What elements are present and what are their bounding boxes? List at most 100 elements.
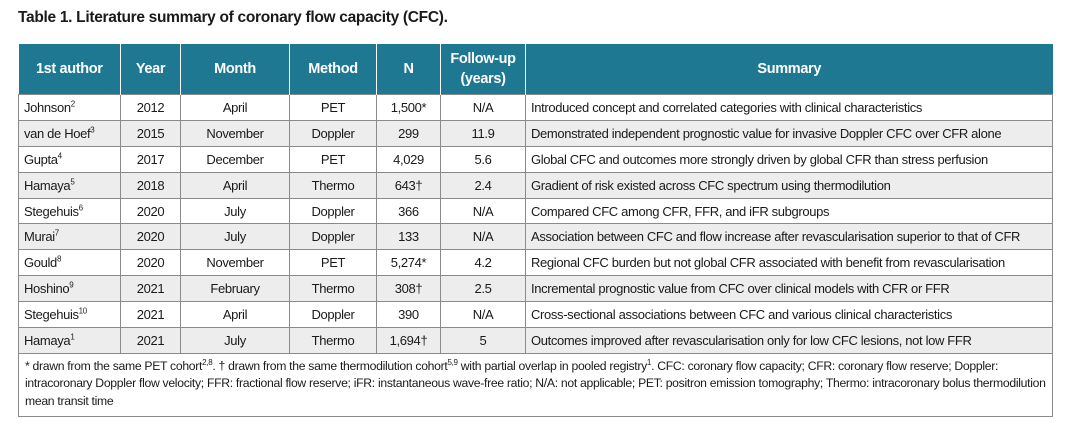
method-cell: Doppler — [289, 301, 377, 329]
summary-cell: Demonstrated independent prognostic valu… — [525, 119, 1053, 147]
header-cell: Follow-up (years) — [440, 44, 526, 95]
table-row: Johnson2 2012 April PET 1,500* N/A Introduced … — [18, 94, 1053, 121]
month-cell: February — [180, 275, 290, 303]
year-cell: 2018 — [120, 171, 181, 199]
table-row: Stegehuis6 2020 July Doppler 366 N/A Compared … — [18, 197, 1053, 225]
year-cell: 2021 — [120, 275, 181, 303]
followup-cell: N/A — [440, 94, 526, 121]
month-cell: December — [180, 145, 290, 173]
followup-cell: 5 — [440, 327, 526, 354]
reference-number: 5 — [70, 177, 75, 187]
author-name: Hamaya — [24, 332, 71, 348]
reference-number: 6 — [78, 203, 83, 213]
footnote-reference: 2,8 — [202, 357, 213, 367]
reference-number: 1 — [70, 332, 75, 342]
reference-number: 10 — [78, 306, 88, 316]
footnote-row: * drawn from the same PET cohort2,8. † d… — [18, 352, 1053, 418]
footnote-reference: 5,9 — [447, 357, 458, 367]
author-cell: Johnson2 — [18, 94, 121, 121]
summary-cell: Regional CFC burden but not global CFR a… — [525, 249, 1053, 277]
table: 1st author Year Month Method N Follow-up (yea… — [18, 44, 1053, 418]
reference-number: 2 — [70, 99, 75, 109]
n-cell: 308† — [376, 275, 441, 303]
n-cell: 1,500* — [376, 94, 441, 121]
year-cell: 2012 — [120, 94, 181, 121]
year-cell: 2021 — [120, 327, 181, 354]
table-row: Gould8 2020 November PET 5,274* 4.2 Regional C… — [18, 249, 1053, 277]
n-cell: 299 — [376, 119, 441, 147]
footnote-text: * drawn from the same PET cohort — [25, 358, 203, 373]
month-cell: April — [180, 301, 290, 329]
method-cell: Thermo — [289, 327, 377, 354]
header-cell: N — [376, 44, 441, 95]
table-row: Gupta4 2017 December PET 4,029 5.6 Global CFC … — [18, 145, 1053, 173]
month-cell: April — [180, 171, 290, 199]
month-cell: July — [180, 197, 290, 225]
method-cell: Doppler — [289, 119, 377, 147]
table-row: Stegehuis10 2021 April Doppler 390 N/A Cross-s… — [18, 301, 1053, 329]
table-row: Hoshino9 2021 February Thermo 308† 2.5 Increme… — [18, 275, 1053, 303]
n-cell: 390 — [376, 301, 441, 329]
month-cell: April — [180, 94, 290, 121]
author-cell: Murai7 — [18, 223, 121, 251]
author-cell: Gupta4 — [18, 145, 121, 173]
author-cell: Stegehuis10 — [18, 301, 121, 329]
year-cell: 2020 — [120, 249, 181, 277]
footnote-reference: 1 — [646, 357, 652, 367]
author-name: Gupta — [24, 151, 58, 167]
author-name: Gould — [24, 255, 57, 271]
method-cell: Thermo — [289, 171, 377, 199]
author-name: Stegehuis — [24, 203, 79, 219]
month-cell: July — [180, 223, 290, 251]
reference-number: 7 — [54, 229, 59, 239]
header-cell: 1st author — [18, 44, 121, 95]
n-cell: 5,274* — [376, 249, 441, 277]
summary-cell: Introduced concept and correlated catego… — [525, 94, 1053, 121]
footnote-cell: * drawn from the same PET cohort2,8. † d… — [18, 352, 1053, 418]
author-cell: Hoshino9 — [18, 275, 121, 303]
followup-cell: 4.2 — [440, 249, 526, 277]
author-cell: van de Hoef3 — [18, 119, 121, 147]
year-cell: 2017 — [120, 145, 181, 173]
summary-cell: Gradient of risk existed across CFC spec… — [525, 171, 1053, 199]
followup-cell: N/A — [440, 223, 526, 251]
header-cell: Year — [120, 44, 181, 95]
author-cell: Gould8 — [18, 249, 121, 277]
footnote-text: . CFC: coronary flow capacity; CFR: coro… — [25, 358, 1046, 408]
author-name: Hoshino — [24, 281, 70, 297]
reference-number: 9 — [69, 280, 74, 290]
summary-cell: Compared CFC among CFR, FFR, and iFR sub… — [525, 197, 1053, 225]
year-cell: 2020 — [120, 197, 181, 225]
summary-cell: Cross-sectional associations between CFC… — [525, 301, 1053, 329]
method-cell: Doppler — [289, 223, 377, 251]
header-row: 1st author Year Month Method N Follow-up (yea… — [18, 44, 1053, 95]
author-name: van de Hoef — [24, 125, 91, 141]
method-cell: Doppler — [289, 197, 377, 225]
n-cell: 1,694† — [376, 327, 441, 354]
n-cell: 133 — [376, 223, 441, 251]
month-cell: July — [180, 327, 290, 354]
followup-cell: 5.6 — [440, 145, 526, 173]
author-cell: Hamaya1 — [18, 327, 121, 354]
year-cell: 2021 — [120, 301, 181, 329]
author-cell: Hamaya5 — [18, 171, 121, 199]
followup-cell: 11.9 — [440, 119, 526, 147]
followup-cell: N/A — [440, 301, 526, 329]
method-cell: PET — [289, 145, 377, 173]
header-cell: Month — [180, 44, 290, 95]
month-cell: November — [180, 119, 290, 147]
summary-cell: Association between CFC and flow increas… — [525, 223, 1053, 251]
reference-number: 4 — [57, 151, 62, 161]
summary-cell: Incremental prognostic value from CFC ov… — [525, 275, 1053, 303]
author-cell: Stegehuis6 — [18, 197, 121, 225]
reference-number: 3 — [90, 125, 95, 135]
summary-cell: Global CFC and outcomes more strongly dr… — [525, 145, 1053, 173]
month-cell: November — [180, 249, 290, 277]
followup-cell: 2.4 — [440, 171, 526, 199]
table-row: van de Hoef3 2015 November Doppler 299 11.9 De… — [18, 119, 1053, 147]
year-cell: 2020 — [120, 223, 181, 251]
author-name: Johnson — [24, 99, 71, 115]
table-row: Murai7 2020 July Doppler 133 N/A Association b… — [18, 223, 1053, 251]
table-body: Johnson2 2012 April PET 1,500* N/A Introduced … — [18, 94, 1053, 418]
